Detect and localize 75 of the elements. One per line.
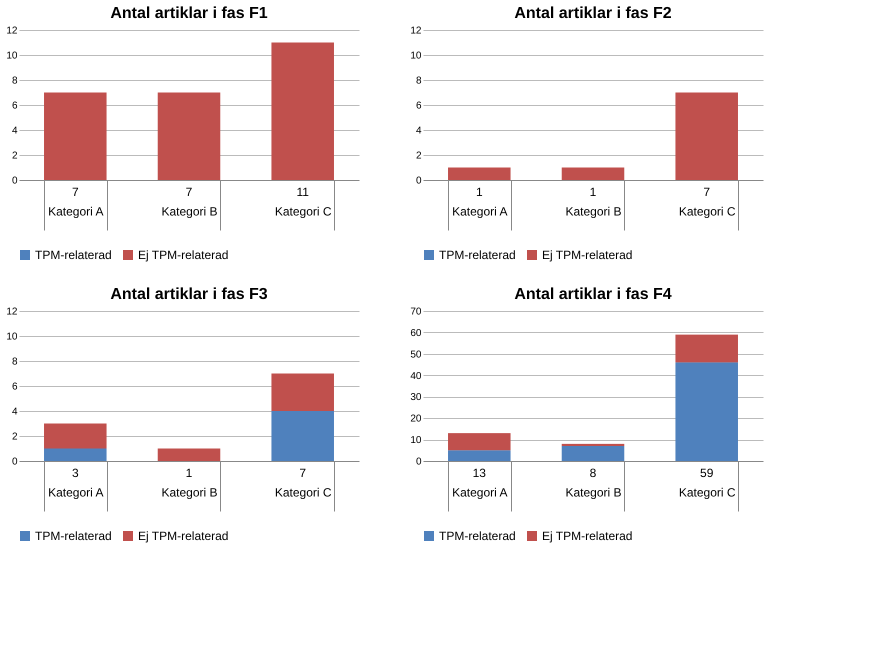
total-label: 1 <box>590 185 597 199</box>
y-tick-label: 0 <box>416 176 422 186</box>
y-tick-label: 70 <box>410 306 422 318</box>
y-tick-label: 8 <box>12 356 18 368</box>
y-tick-label: 2 <box>12 432 18 442</box>
y-tick-label: 10 <box>6 50 18 62</box>
y-tick-label: 10 <box>6 332 18 342</box>
y-tick-label: 12 <box>6 306 18 318</box>
y-tick-label: 0 <box>12 176 18 186</box>
total-label: 7 <box>186 185 193 199</box>
x-tick-label: Kategori B <box>565 486 622 500</box>
y-tick-label: 4 <box>12 126 18 136</box>
y-tick-label: 20 <box>410 414 422 425</box>
legend-label: Ej TPM-relaterad <box>542 248 632 262</box>
bar <box>675 362 738 461</box>
y-tick-label: 50 <box>410 349 422 360</box>
legend-label: Ej TPM-relaterad <box>138 248 228 262</box>
total-label: 7 <box>299 466 306 480</box>
y-tick-label: 2 <box>416 150 422 162</box>
bar <box>562 446 624 461</box>
x-tick-label: Kategori B <box>161 486 218 500</box>
y-tick-label: 8 <box>12 76 18 86</box>
x-tick-label: Kategori A <box>48 486 104 500</box>
y-tick-label: 6 <box>12 382 18 392</box>
legend-label: TPM-relaterad <box>439 248 516 262</box>
y-tick-label: 4 <box>12 406 18 418</box>
legend-label: Ej TPM-relaterad <box>542 529 632 543</box>
bar <box>448 433 511 450</box>
chart-title: Antal artiklar i fas F1 <box>110 5 268 22</box>
x-tick-label: Kategori C <box>274 486 332 500</box>
x-tick-label: Kategori C <box>678 204 736 218</box>
bar <box>271 374 334 411</box>
total-label: 1 <box>476 185 483 199</box>
x-tick-label: Kategori C <box>678 486 736 500</box>
legend-label: TPM-relaterad <box>35 529 112 543</box>
chart-title: Antal artiklar i fas F3 <box>110 286 268 303</box>
total-label: 11 <box>296 185 310 199</box>
bar <box>271 411 334 461</box>
y-tick-label: 2 <box>12 150 18 162</box>
y-tick-label: 4 <box>416 126 422 136</box>
bar <box>675 334 738 362</box>
legend-label: Ej TPM-relaterad <box>138 529 228 543</box>
total-label: 1 <box>186 466 193 480</box>
y-tick-label: 0 <box>12 456 18 468</box>
y-tick-label: 10 <box>410 435 422 446</box>
y-tick-label: 40 <box>410 370 422 382</box>
bar <box>44 448 107 461</box>
total-label: 3 <box>72 466 79 480</box>
x-tick-label: Kategori A <box>48 204 104 218</box>
x-tick-label: Kategori A <box>452 486 508 500</box>
y-tick-label: 30 <box>410 392 422 404</box>
y-tick-label: 12 <box>410 26 422 36</box>
x-tick-label: Kategori B <box>565 204 622 218</box>
y-tick-label: 60 <box>410 328 422 339</box>
y-tick-label: 10 <box>410 50 422 62</box>
x-tick-label: Kategori A <box>452 204 508 218</box>
y-tick-label: 0 <box>416 456 422 468</box>
y-tick-label: 6 <box>416 100 422 112</box>
total-label: 8 <box>590 466 597 480</box>
x-tick-label: Kategori B <box>161 204 218 218</box>
chart-title: Antal artiklar i fas F2 <box>514 5 672 22</box>
total-label: 13 <box>472 466 486 480</box>
total-label: 7 <box>703 185 710 199</box>
bar <box>448 450 511 461</box>
y-tick-label: 8 <box>416 76 422 86</box>
total-label: 7 <box>72 185 79 199</box>
total-label: 59 <box>700 466 714 480</box>
y-tick-label: 6 <box>12 100 18 112</box>
bar <box>158 448 220 461</box>
legend-label: TPM-relaterad <box>35 248 112 262</box>
bar <box>44 424 107 448</box>
legend-label: TPM-relaterad <box>439 529 516 543</box>
x-tick-label: Kategori C <box>274 204 332 218</box>
chart-title: Antal artiklar i fas F4 <box>514 286 672 303</box>
y-tick-label: 12 <box>6 26 18 36</box>
